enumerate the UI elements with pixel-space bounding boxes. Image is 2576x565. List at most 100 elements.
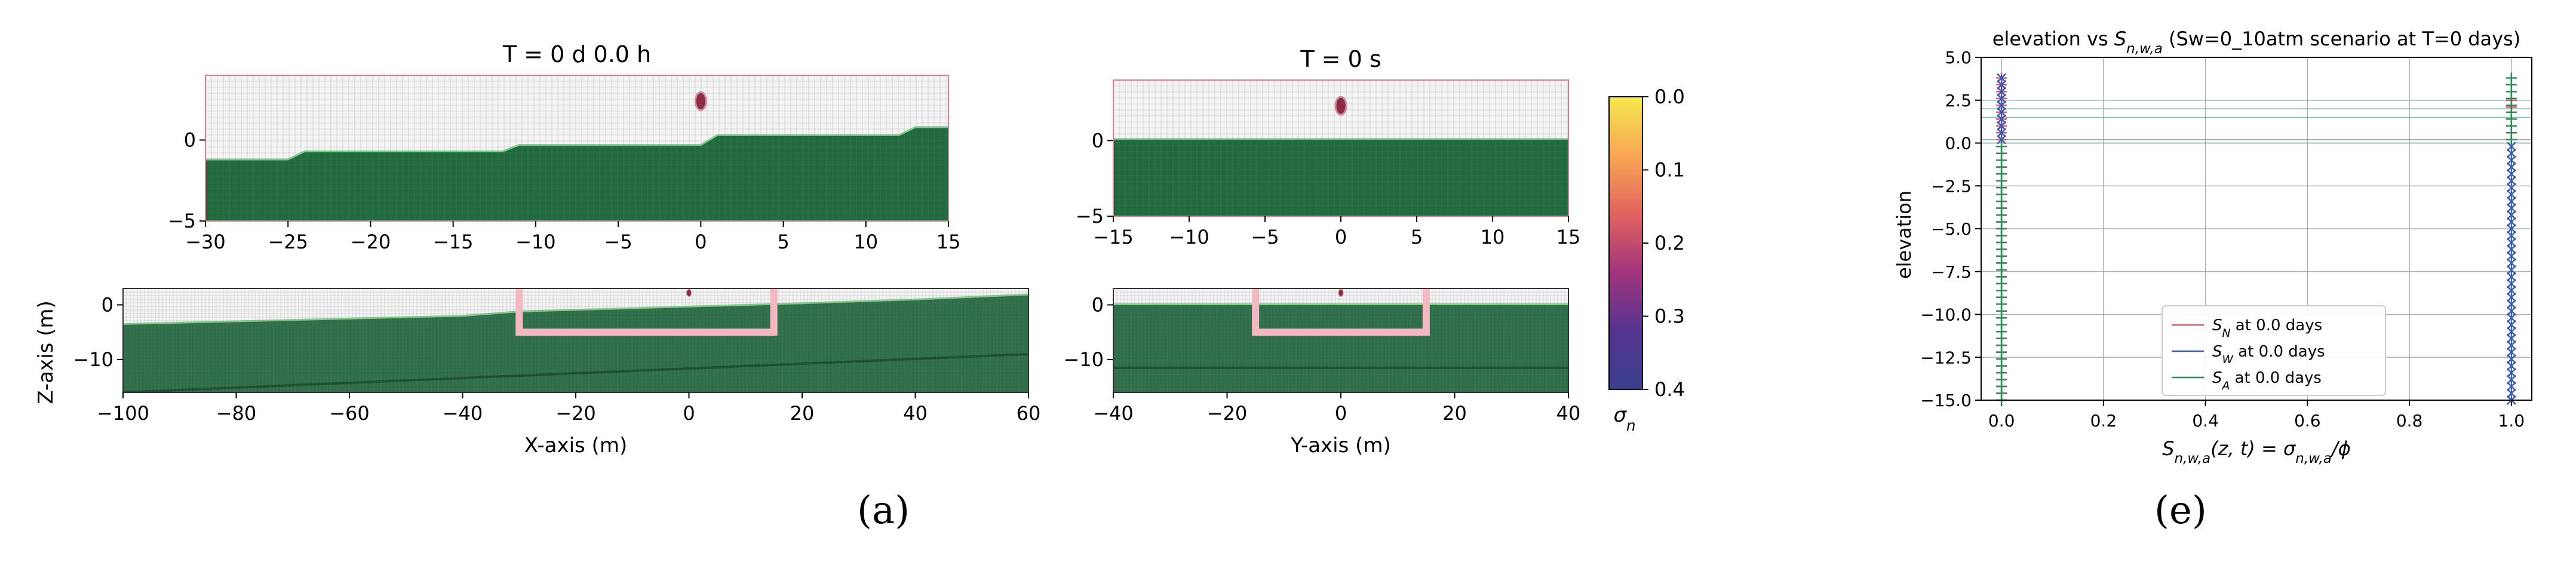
data-point bbox=[2506, 340, 2516, 351]
y-tick-label: 0 bbox=[1092, 293, 1104, 316]
legend-entry: SW at 0.0 days bbox=[2212, 343, 2325, 366]
colorbar-tick-label: 0.1 bbox=[1654, 159, 1685, 182]
x-axis-label-part: n,w,a bbox=[2295, 451, 2332, 466]
ground-surface-line bbox=[123, 293, 1028, 326]
colorbar-label-part: σ bbox=[1613, 403, 1627, 427]
source-marker bbox=[686, 288, 692, 297]
data-point bbox=[1997, 114, 2007, 124]
y-tick-label: 0 bbox=[102, 293, 113, 316]
chart-title-part: S bbox=[2114, 27, 2126, 50]
data-point bbox=[2506, 231, 2516, 241]
x-tick-label: −5 bbox=[604, 231, 633, 253]
data-point bbox=[1997, 128, 2007, 138]
data-point bbox=[2506, 183, 2516, 193]
data-point bbox=[2506, 72, 2517, 84]
x-tick-label: −100 bbox=[97, 402, 149, 425]
excavation-outline bbox=[515, 288, 778, 336]
legend-entry-part: W bbox=[2222, 354, 2234, 366]
data-point bbox=[2506, 306, 2516, 316]
data-point bbox=[1997, 80, 2007, 90]
panel-yz_full: −40 −20 0 20 40 −10 0 Y-axis (m) bbox=[1063, 288, 1580, 457]
excavation-outline bbox=[1252, 288, 1430, 336]
plot-frame bbox=[205, 75, 949, 222]
source-marker bbox=[1338, 288, 1344, 297]
x-tick-label: −20 bbox=[1207, 402, 1248, 425]
mesh-grid bbox=[123, 288, 1028, 392]
colorbar-label: σn bbox=[1613, 403, 1635, 434]
y-tick-label: −5 bbox=[1076, 205, 1104, 228]
data-point bbox=[2506, 382, 2516, 391]
data-point bbox=[1997, 73, 2007, 83]
y-tick-label: −10.0 bbox=[1920, 305, 1972, 325]
colorbar-label-part: n bbox=[1626, 417, 1636, 434]
x-tick-label: 0.0 bbox=[1988, 411, 2015, 431]
y-tick-label: 5.0 bbox=[1945, 48, 1972, 67]
data-point bbox=[2506, 244, 2516, 254]
x-tick-label: −15 bbox=[1093, 226, 1134, 248]
x-tick-label: −20 bbox=[555, 402, 596, 425]
data-point bbox=[2506, 176, 2516, 186]
data-point bbox=[2506, 224, 2516, 234]
x-tick-label: −25 bbox=[268, 231, 308, 253]
data-point bbox=[1997, 134, 2007, 145]
chart-title: elevation vs Sn,w,a (Sw=0_10atm scenario… bbox=[1992, 27, 2521, 57]
y-tick-label: −7.5 bbox=[1931, 262, 1972, 282]
x-tick-label: 20 bbox=[1442, 402, 1467, 425]
data-point bbox=[2506, 258, 2516, 268]
data-point bbox=[2506, 292, 2516, 302]
x-tick-label: 0 bbox=[683, 402, 695, 425]
data-point bbox=[2506, 333, 2516, 343]
x-tick-label: 40 bbox=[1556, 402, 1581, 425]
chart-title: T = 0 d 0.0 h bbox=[502, 41, 651, 67]
x-axis-label-part: /ϕ bbox=[2330, 437, 2351, 460]
x-tick-label: −60 bbox=[329, 402, 370, 425]
x-tick-label: 5 bbox=[1411, 226, 1423, 248]
x-tick-label: −20 bbox=[351, 231, 391, 253]
x-axis-label: Sn,w,a(z, t) = σn,w,a/ϕ bbox=[2162, 437, 2351, 466]
x-tick-label: 40 bbox=[903, 402, 928, 425]
ground-region bbox=[1113, 304, 1568, 392]
data-point bbox=[1997, 87, 2007, 97]
panel-xz_zoom: −30 −25 −20 −15 −10 −5 0 5 10 15 −5 0 T = 0 d 0.0 h bbox=[168, 41, 961, 253]
data-point bbox=[2506, 155, 2516, 165]
data-point bbox=[2506, 203, 2516, 213]
y-tick-label: 0 bbox=[1092, 129, 1104, 152]
mesh-grid bbox=[1113, 80, 1568, 216]
data-point bbox=[2506, 374, 2516, 385]
x-tick-label: 0 bbox=[1335, 226, 1347, 248]
x-tick-label: 0 bbox=[1335, 402, 1347, 425]
y-tick-label: −10 bbox=[73, 348, 113, 371]
data-point bbox=[2506, 196, 2516, 206]
x-tick-label: 15 bbox=[937, 231, 961, 253]
data-point bbox=[2506, 361, 2516, 371]
y-tick-label: −5 bbox=[168, 210, 196, 232]
y-tick-label: −2.5 bbox=[1931, 176, 1972, 196]
data-point bbox=[2506, 217, 2516, 227]
chart-title: T = 0 s bbox=[1300, 46, 1381, 72]
data-point bbox=[2506, 320, 2516, 330]
plot-area-yz_zoom bbox=[1113, 80, 1568, 216]
x-tick-label: 60 bbox=[1017, 402, 1041, 425]
x-tick-label: −10 bbox=[515, 231, 556, 253]
x-tick-label: 10 bbox=[1481, 226, 1505, 248]
x-tick-label: −10 bbox=[1169, 226, 1209, 248]
x-tick-label: −80 bbox=[216, 402, 257, 425]
colorbar-bar bbox=[1608, 96, 1643, 390]
x-tick-label: 15 bbox=[1556, 226, 1581, 248]
y-tick-label: 2.5 bbox=[1945, 91, 1972, 110]
legend-entry: SN at 0.0 days bbox=[2212, 317, 2322, 340]
data-point bbox=[2506, 347, 2516, 357]
data-point bbox=[1997, 107, 2007, 117]
colorbar-tick-label: 0.2 bbox=[1654, 232, 1685, 254]
y-tick-label: 0 bbox=[184, 128, 196, 151]
x-tick-label: 0.2 bbox=[2090, 411, 2117, 431]
source-marker bbox=[694, 91, 707, 111]
data-point bbox=[2506, 278, 2516, 288]
deep-layer-line bbox=[123, 352, 1028, 392]
y-tick-label: −15.0 bbox=[1920, 391, 1972, 410]
ground-region bbox=[205, 127, 948, 221]
data-point bbox=[2506, 162, 2516, 172]
ground-surface-line bbox=[205, 126, 948, 161]
